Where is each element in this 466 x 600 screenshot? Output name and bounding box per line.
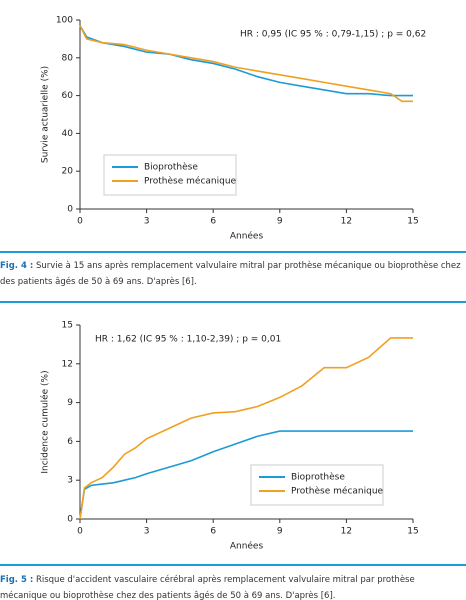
y-tick-label: 12	[62, 359, 73, 369]
x-tick-label: 9	[277, 217, 283, 227]
y-tick-label: 0	[67, 205, 73, 215]
legend-label: Prothèse mécanique	[144, 176, 237, 187]
y-tick-label: 9	[67, 398, 73, 408]
x-axis-label: Années	[230, 541, 264, 552]
y-axis-label: Survie actuarielle (%)	[41, 66, 51, 163]
legend-label: Prothèse mécanique	[291, 486, 384, 497]
caption-text: Survie à 15 ans après remplacement valvu…	[0, 261, 461, 287]
legend-label: Bioprothèse	[144, 162, 198, 173]
y-tick-label: 80	[62, 53, 74, 63]
y-axis-label: Incidence cumulée (%)	[40, 370, 51, 473]
legend-box	[103, 154, 237, 196]
annotation: HR : 0,95 (IC 95 % : 0,79-1,15) ; p = 0,…	[240, 30, 426, 40]
series-line	[79, 430, 413, 520]
x-axis-label: Années	[230, 231, 264, 242]
y-tick-label: 3	[67, 476, 73, 486]
y-tick-label: 60	[62, 91, 74, 101]
series-line	[79, 25, 413, 103]
x-tick-label: 0	[77, 527, 83, 537]
caption-label: Fig. 4 :	[0, 261, 34, 271]
separator	[0, 301, 466, 303]
x-tick-label: 12	[341, 217, 352, 227]
x-tick-label: 9	[277, 527, 283, 537]
legend-box	[250, 464, 384, 506]
y-tick-label: 0	[67, 515, 73, 525]
x-tick-label: 12	[341, 527, 352, 537]
y-tick-label: 20	[62, 167, 74, 177]
x-tick-label: 15	[407, 217, 418, 227]
x-tick-label: 15	[407, 527, 418, 537]
separator	[0, 564, 466, 566]
annotation: HR : 1,62 (IC 95 % : 1,10-2,39) ; p = 0,…	[95, 335, 281, 345]
y-tick-label: 15	[62, 321, 73, 331]
caption-label: Fig. 5 :	[0, 575, 34, 585]
x-tick-label: 3	[144, 217, 150, 227]
y-tick-label: 100	[56, 16, 73, 26]
legend-label: Bioprothèse	[291, 472, 345, 483]
y-tick-label: 6	[67, 437, 73, 447]
caption-text: Risque d'accident vasculaire cérébral ap…	[0, 575, 415, 600]
caption: Fig. 4 : Survie à 15 ans après remplacem…	[0, 258, 462, 290]
series-line	[79, 337, 413, 520]
x-tick-label: 0	[77, 217, 83, 227]
x-tick-label: 6	[210, 217, 216, 227]
caption: Fig. 5 : Risque d'accident vasculaire cé…	[0, 572, 462, 600]
x-tick-label: 3	[144, 527, 150, 537]
separator	[0, 251, 466, 253]
series-line	[79, 25, 413, 97]
y-tick-label: 40	[62, 129, 74, 139]
x-tick-label: 6	[210, 527, 216, 537]
